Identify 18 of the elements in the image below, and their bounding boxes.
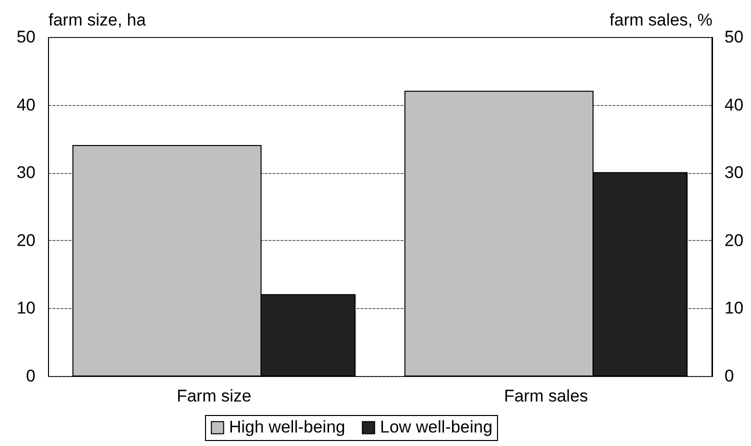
legend-label: Low well-being: [380, 418, 492, 437]
y-tick-label: 0: [26, 366, 36, 386]
y2-tick-label: 10: [724, 298, 744, 318]
x-tick-label: Farm size: [176, 386, 252, 406]
y2-tick-label: 50: [724, 28, 744, 46]
y2-tick-label: 30: [724, 163, 744, 182]
legend-label: High well-being: [229, 418, 346, 437]
y-tick-label: 10: [16, 298, 36, 318]
y2-axis-title: farm sales, %: [610, 10, 712, 30]
y-tick-label: 30: [16, 163, 36, 182]
y2-tick-label: 20: [724, 230, 744, 250]
y-tick-label: 50: [16, 28, 36, 46]
y-tick-label: 40: [16, 95, 36, 114]
y-tick-label: 20: [16, 230, 36, 250]
y-axis-title: farm size, ha: [48, 10, 146, 30]
y2-tick-label: 0: [724, 366, 734, 386]
x-tick-label: Farm sales: [504, 386, 588, 406]
y2-tick-label: 40: [724, 95, 744, 114]
